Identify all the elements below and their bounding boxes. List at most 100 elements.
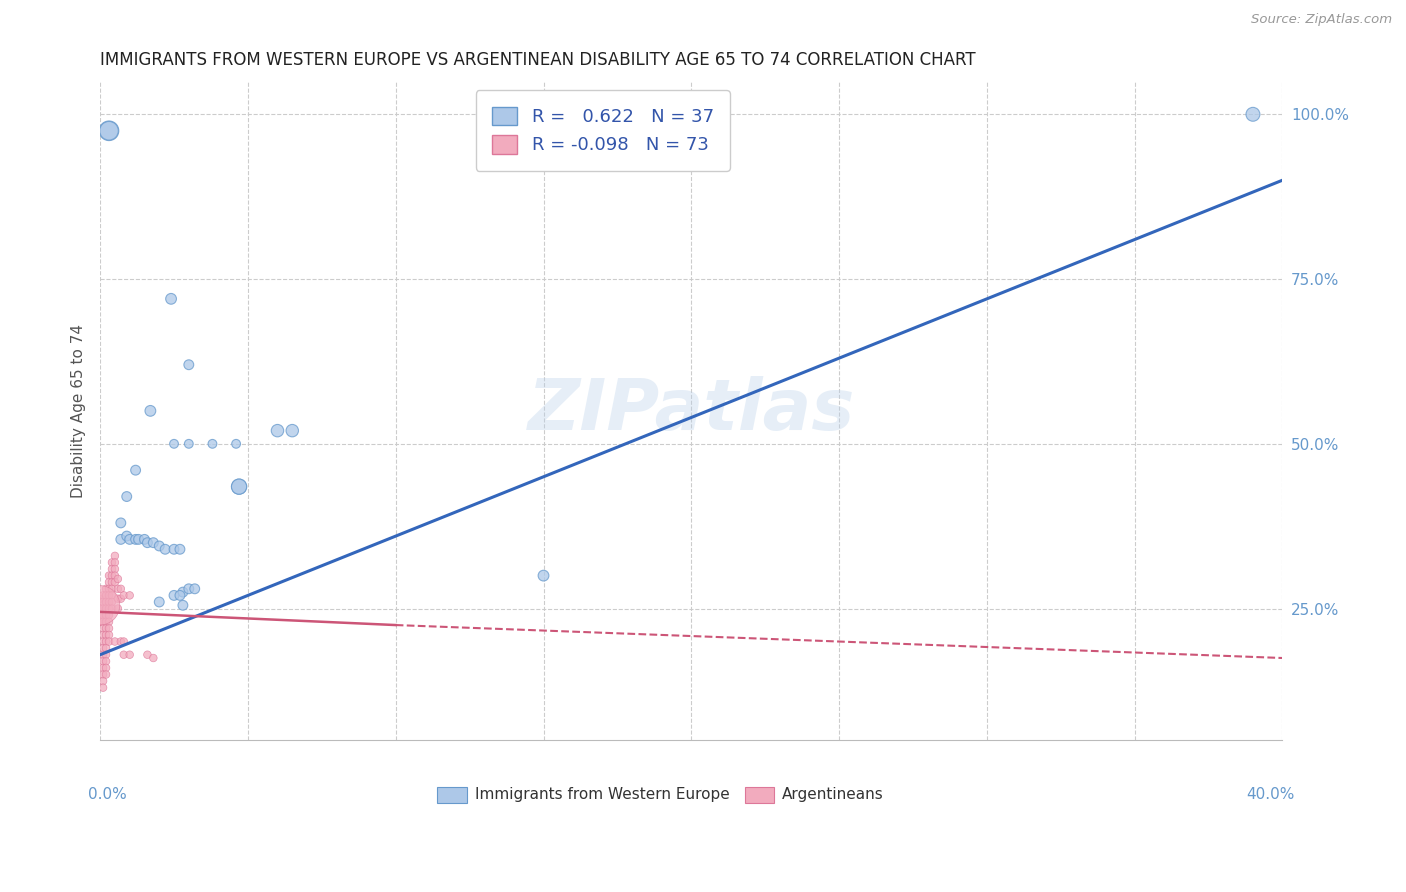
Point <box>172 585 194 599</box>
Point <box>91 608 114 623</box>
Point <box>266 424 288 438</box>
Point <box>533 568 555 582</box>
Point <box>91 661 114 675</box>
Point <box>101 601 124 615</box>
Point <box>91 641 114 656</box>
Point <box>91 588 114 602</box>
Point <box>163 437 186 451</box>
Text: Argentineans: Argentineans <box>782 787 884 802</box>
Point <box>281 424 304 438</box>
Point <box>107 601 129 615</box>
Point <box>142 535 165 549</box>
Text: Source: ZipAtlas.com: Source: ZipAtlas.com <box>1251 13 1392 27</box>
Point <box>101 595 124 609</box>
Point <box>94 595 117 609</box>
Point <box>89 591 111 606</box>
Point <box>124 463 146 477</box>
Point <box>104 549 127 563</box>
Point <box>94 588 117 602</box>
Point <box>94 608 117 623</box>
Point <box>98 582 121 596</box>
Point <box>177 358 200 372</box>
Point <box>98 621 121 635</box>
Point <box>112 634 135 648</box>
Point <box>107 572 129 586</box>
Point <box>110 634 132 648</box>
Point <box>104 634 127 648</box>
Point <box>98 588 121 602</box>
Text: Immigrants from Western Europe: Immigrants from Western Europe <box>475 787 730 802</box>
Point <box>91 681 114 695</box>
Point <box>98 615 121 629</box>
Point <box>112 648 135 662</box>
Point <box>107 582 129 596</box>
Point <box>104 568 127 582</box>
Point <box>94 654 117 668</box>
Point <box>94 648 117 662</box>
Text: 0.0%: 0.0% <box>89 787 127 802</box>
Point <box>91 634 114 648</box>
Point <box>124 533 146 547</box>
Point <box>104 562 127 576</box>
Point <box>148 595 170 609</box>
Point <box>91 621 114 635</box>
Point <box>94 628 117 642</box>
Point <box>104 575 127 590</box>
Point <box>91 628 114 642</box>
Point <box>91 674 114 689</box>
Point <box>98 601 121 615</box>
Point <box>139 404 162 418</box>
Point <box>101 556 124 570</box>
Point <box>115 490 138 504</box>
Point <box>228 480 250 494</box>
Point <box>104 556 127 570</box>
Point <box>110 582 132 596</box>
Text: 40.0%: 40.0% <box>1246 787 1295 802</box>
Point <box>169 542 191 557</box>
Point <box>112 588 135 602</box>
Point <box>98 595 121 609</box>
Point <box>89 615 111 629</box>
Legend: R =   0.622   N = 37, R = -0.098   N = 73: R = 0.622 N = 37, R = -0.098 N = 73 <box>475 90 730 170</box>
Point <box>94 634 117 648</box>
Text: ZIPatlas: ZIPatlas <box>527 376 855 445</box>
Point <box>101 562 124 576</box>
Point <box>98 124 121 138</box>
Point <box>94 661 117 675</box>
Point <box>94 582 117 596</box>
Point <box>118 648 141 662</box>
Point <box>98 575 121 590</box>
Point <box>98 124 121 138</box>
Point <box>98 608 121 623</box>
Text: IMMIGRANTS FROM WESTERN EUROPE VS ARGENTINEAN DISABILITY AGE 65 TO 74 CORRELATIO: IMMIGRANTS FROM WESTERN EUROPE VS ARGENT… <box>100 51 976 69</box>
Point <box>110 533 132 547</box>
Point <box>101 588 124 602</box>
Point <box>201 437 224 451</box>
FancyBboxPatch shape <box>745 787 775 803</box>
Point <box>91 601 114 615</box>
Point <box>1241 107 1264 121</box>
Y-axis label: Disability Age 65 to 74: Disability Age 65 to 74 <box>72 324 86 498</box>
Point <box>136 535 159 549</box>
Point <box>177 437 200 451</box>
Point <box>94 621 117 635</box>
Point <box>91 648 114 662</box>
Point <box>128 533 150 547</box>
Point <box>228 480 250 494</box>
Point <box>169 588 191 602</box>
Point <box>101 582 124 596</box>
Point <box>177 582 200 596</box>
Point <box>115 529 138 543</box>
Point <box>148 539 170 553</box>
Point <box>94 641 117 656</box>
Point <box>98 634 121 648</box>
Point <box>101 568 124 582</box>
Point <box>163 542 186 557</box>
Point <box>91 654 114 668</box>
Point <box>183 582 205 596</box>
Point <box>98 628 121 642</box>
Point <box>107 591 129 606</box>
Point <box>94 615 117 629</box>
Point <box>98 568 121 582</box>
Point <box>136 648 159 662</box>
